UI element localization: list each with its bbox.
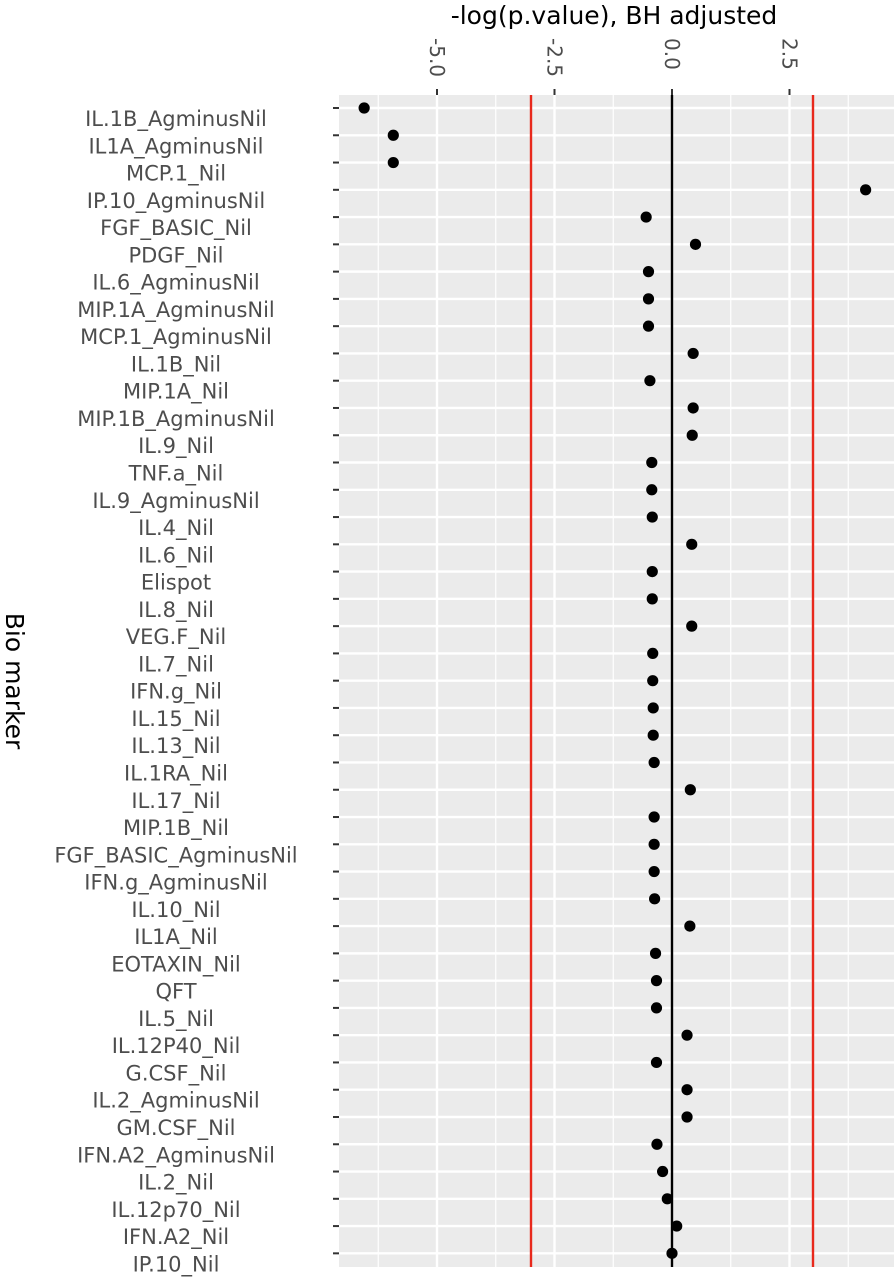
y-tick-label: IP.10_Nil — [133, 1252, 220, 1277]
y-tick-label: MCP.1_AgminusNil — [80, 325, 272, 350]
y-tick-label: IL.12P40_Nil — [112, 1034, 241, 1059]
x-axis-ticks: -5.0 -2.5 0.0 2.5 — [425, 38, 802, 95]
y-tick-label: IL.2_AgminusNil — [92, 1089, 259, 1114]
x-tick-label: 2.5 — [778, 38, 802, 70]
y-tick-label: IL.2_Nil — [138, 1171, 214, 1196]
y-tick-label: MCP.1_Nil — [126, 162, 226, 187]
data-point — [387, 156, 399, 169]
data-point — [358, 102, 370, 114]
y-tick-label: IL.9_Nil — [138, 434, 214, 459]
y-tick-label: IL.15_Nil — [131, 707, 220, 732]
y-tick-label: IFN.g_AgminusNil — [84, 871, 267, 896]
data-point — [651, 1138, 663, 1150]
y-tick-label: IL.10_Nil — [131, 898, 220, 923]
data-point — [642, 266, 655, 278]
data-point — [644, 375, 656, 387]
data-point — [649, 947, 662, 959]
y-tick-label: FGF_BASIC_AgminusNil — [54, 843, 297, 868]
y-tick-label: IL.7_Nil — [138, 652, 214, 677]
y-tick-label: FGF_BASIC_Nil — [100, 216, 252, 241]
y-tick-label: QFT — [155, 980, 196, 1004]
data-point — [387, 129, 399, 141]
y-tick-label: IL1A_AgminusNil — [88, 134, 263, 159]
data-point — [647, 702, 659, 714]
x-axis-title: -log(p.value), BH adjusted — [451, 1, 778, 30]
data-point — [642, 320, 655, 332]
data-point — [657, 1165, 669, 1178]
data-point — [647, 675, 659, 687]
y-tick-label: IFN.A2_Nil — [123, 1225, 229, 1250]
y-tick-label: IFN.g_Nil — [130, 680, 222, 705]
grid-lines — [339, 95, 894, 1267]
data-point — [686, 429, 698, 441]
data-point — [646, 511, 658, 523]
data-point — [686, 538, 698, 550]
data-point — [681, 1111, 693, 1123]
y-tick-label: IL.6_AgminusNil — [92, 271, 259, 296]
y-tick-label: TNF.a_Nil — [128, 462, 224, 487]
data-point — [642, 293, 655, 305]
x-tick-label: -5.0 — [425, 38, 449, 77]
y-tick-label: MIP.1B_AgminusNil — [77, 407, 275, 432]
y-tick-label: EOTAXIN_Nil — [111, 952, 241, 977]
x-tick-label: -2.5 — [543, 38, 567, 77]
data-point — [648, 756, 660, 769]
y-tick-label: IL.1RA_Nil — [124, 761, 228, 786]
y-tick-label: IL.1B_AgminusNil — [85, 107, 267, 132]
data-point — [687, 347, 699, 360]
data-point — [687, 402, 699, 414]
y-tick-label: IL1A_Nil — [134, 925, 218, 950]
y-tick-label: IL.13_Nil — [131, 734, 220, 759]
y-tick-label: IL.9_AgminusNil — [92, 489, 259, 514]
data-point — [686, 620, 698, 632]
y-tick-label: IL.1B_Nil — [131, 352, 221, 377]
y-tick-label: IL.6_Nil — [138, 543, 214, 568]
data-point — [860, 184, 872, 196]
data-point — [646, 593, 658, 605]
y-tick-label: MIP.1A_AgminusNil — [77, 298, 275, 323]
y-tick-label: MIP.1B_Nil — [123, 816, 229, 841]
data-point — [640, 211, 652, 223]
data-point — [684, 784, 696, 796]
data-point — [681, 1029, 693, 1041]
data-point — [650, 975, 663, 987]
data-point — [681, 1084, 693, 1096]
data-point — [689, 238, 702, 250]
reference-lines — [529, 95, 815, 1267]
y-tick-label: IL.5_Nil — [138, 1007, 214, 1032]
y-tick-label: VEG.F_Nil — [126, 625, 227, 650]
data-point — [646, 565, 658, 578]
y-axis-title: Bio marker — [0, 613, 29, 750]
y-tick-label: IL.17_Nil — [131, 789, 220, 814]
data-point — [648, 865, 660, 878]
data-point — [648, 838, 660, 850]
data-point — [646, 484, 658, 496]
data-point — [650, 1056, 663, 1069]
data-point — [650, 1002, 663, 1014]
y-tick-label: IL.8_Nil — [138, 598, 214, 623]
y-tick-label: G.CSF_Nil — [126, 1061, 227, 1086]
x-tick-label: 0.0 — [660, 38, 684, 70]
y-tick-label: MIP.1A_Nil — [123, 380, 229, 405]
data-point — [648, 811, 660, 823]
data-point — [649, 893, 661, 905]
y-tick-label: IL.4_Nil — [138, 516, 214, 541]
data-points — [358, 102, 872, 1259]
y-tick-label: IFN.A2_AgminusNil — [77, 1143, 275, 1168]
y-tick-label: PDGF_Nil — [128, 243, 223, 268]
y-tick-label: GM.CSF_Nil — [116, 1116, 235, 1141]
y-tick-label: IL.12p70_Nil — [111, 1198, 240, 1223]
data-point — [646, 456, 658, 469]
data-point — [647, 729, 659, 741]
data-point — [666, 1247, 678, 1259]
data-point — [684, 920, 696, 932]
data-point — [671, 1220, 683, 1232]
data-point — [661, 1193, 673, 1205]
y-tick-label: Elispot — [141, 571, 211, 595]
y-tick-label: IP.10_AgminusNil — [87, 189, 265, 214]
data-point — [647, 647, 659, 660]
